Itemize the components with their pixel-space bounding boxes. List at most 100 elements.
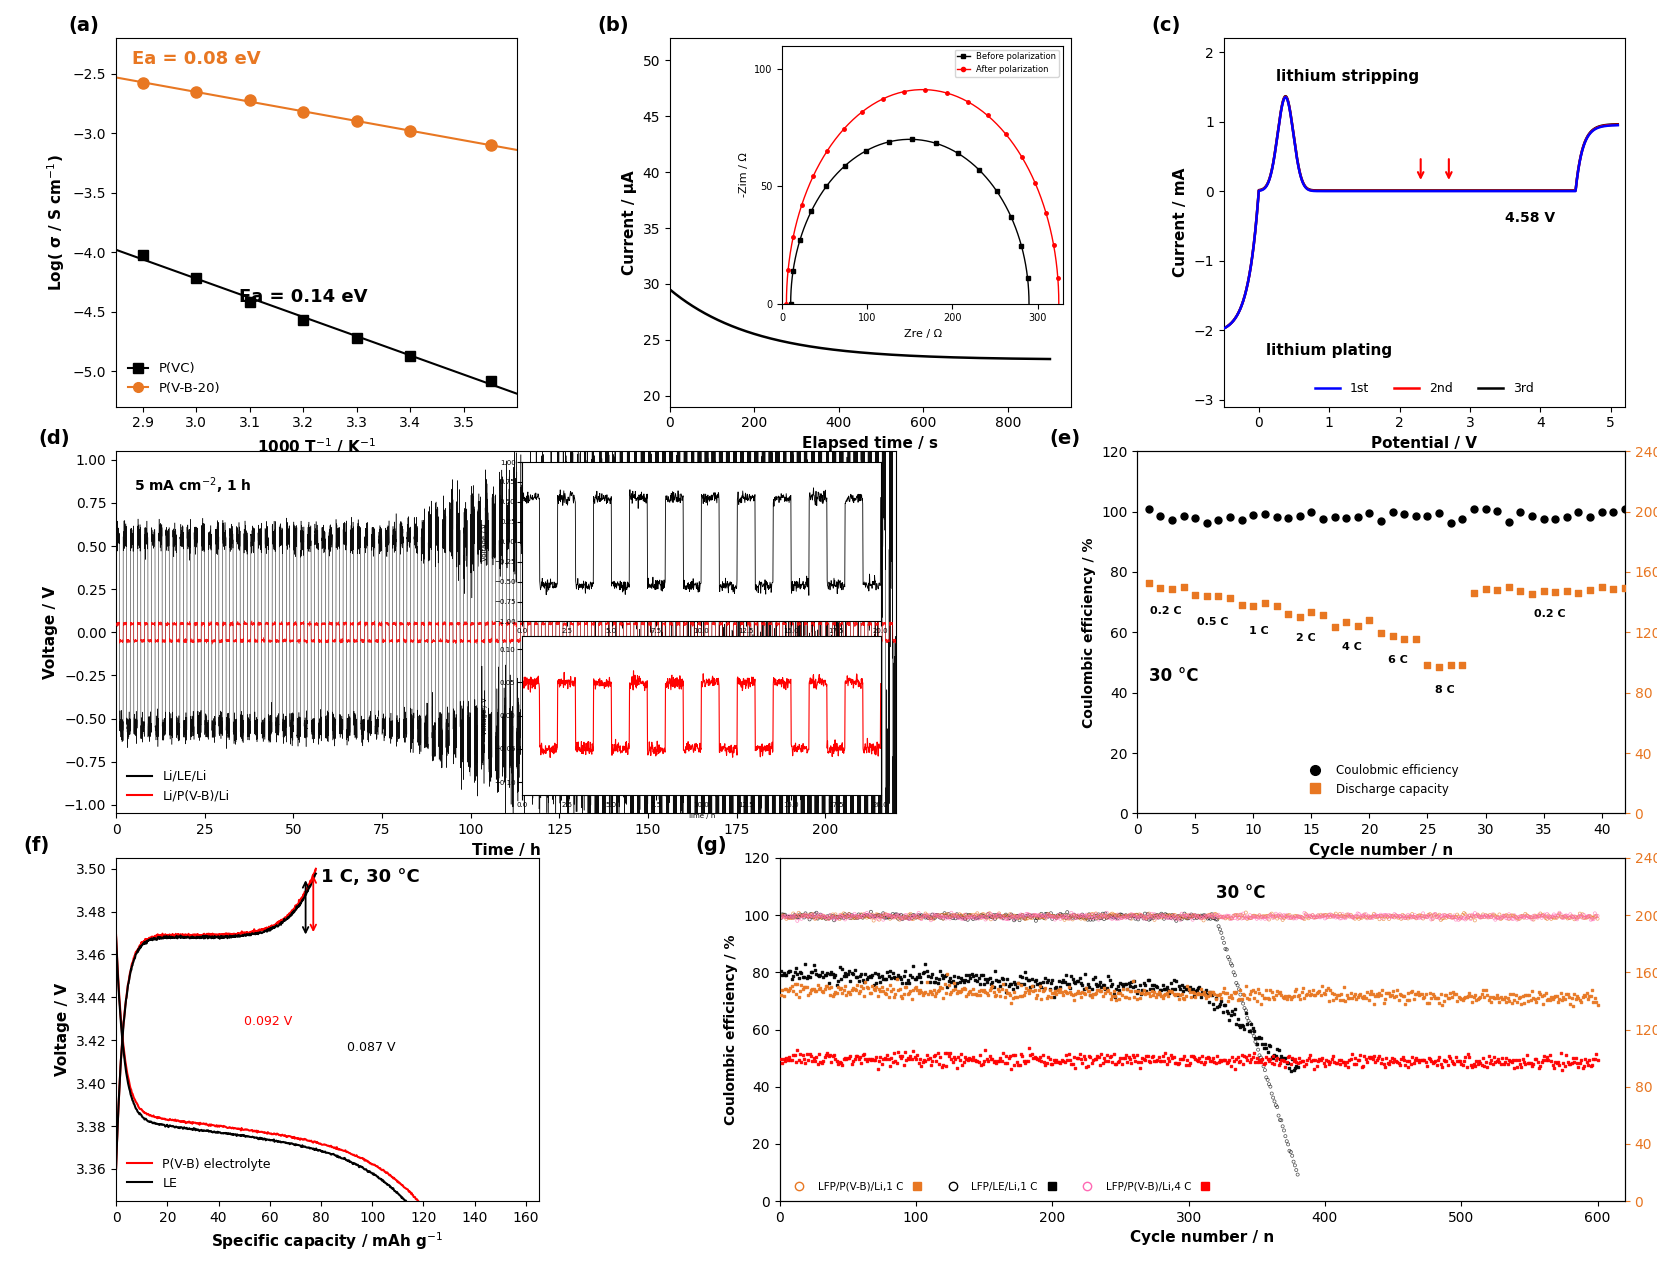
Point [787,905,814,925]
Point [1246,1028,1273,1049]
Point [832,906,858,927]
Point [872,1049,898,1069]
Point [941,976,968,996]
Point [1213,939,1239,960]
Point [1130,909,1157,929]
Point [911,982,938,1003]
Point [860,1050,886,1070]
Point [782,905,809,925]
Point [833,982,860,1003]
Point [1160,970,1186,990]
Point [882,1051,908,1071]
Point [883,969,910,989]
Point [1287,907,1314,928]
Point [964,967,991,988]
Point [1162,907,1188,928]
Point [817,905,843,925]
Point [1047,907,1074,928]
Point [1266,904,1292,924]
Point [969,1054,996,1074]
Point [1486,909,1513,929]
Point [895,972,921,993]
Point [1188,907,1215,928]
Point [1354,907,1380,928]
Point [769,906,795,927]
Point [1123,906,1150,927]
Point [1415,904,1442,924]
Point [1448,655,1475,675]
Point [824,975,850,995]
Point [771,905,797,925]
Point [1564,1056,1591,1077]
Point [1196,1051,1223,1071]
Point [890,906,916,927]
Point [1316,990,1342,1010]
Point [986,905,1012,925]
Point [928,1057,954,1078]
Point [848,1045,875,1065]
Point [843,1046,870,1066]
Point [963,965,989,985]
Point [893,984,920,1004]
Point [948,906,974,927]
Point [800,907,827,928]
Point [837,906,863,927]
Point [940,905,966,925]
Point [905,963,931,984]
Point [1362,984,1389,1004]
Point [1581,904,1607,924]
Point [999,906,1026,927]
Point [1551,1056,1577,1077]
Point [1284,906,1311,927]
Point [893,970,920,990]
Point [1243,1035,1269,1055]
Point [1180,905,1206,925]
Point [1117,904,1143,924]
Point [787,904,814,924]
Point [1158,909,1185,929]
Point [1264,905,1291,925]
Point [1178,905,1205,925]
Point [1455,984,1481,1004]
Point [1147,905,1173,925]
Point [1291,1055,1317,1075]
Point [953,965,979,985]
Point [1178,905,1205,925]
Point [1519,1054,1546,1074]
Point [819,965,845,985]
Point [812,909,838,929]
Point [1556,994,1582,1014]
Point [1200,984,1226,1004]
Point [888,974,915,994]
Point [1495,990,1521,1010]
Point [1019,981,1046,1002]
Point [868,906,895,927]
Point [1072,909,1099,929]
Point [933,906,959,927]
Point [1163,906,1190,927]
Point [1248,1049,1274,1069]
Point [1263,906,1289,927]
Point [1360,1046,1387,1066]
Point [1327,906,1354,927]
Point [1109,905,1135,925]
Point [1317,982,1344,1003]
Point [1342,989,1369,1009]
Point [1369,909,1395,929]
Point [845,1049,872,1069]
Point [1011,1052,1037,1073]
Point [956,969,983,989]
Point [1225,1016,1251,1036]
Point [1425,909,1452,929]
Point [1001,1055,1027,1075]
Point [1080,907,1107,928]
Point [958,1050,984,1070]
Point [971,982,998,1003]
Point [777,1050,804,1070]
Point [847,906,873,927]
Point [802,960,828,980]
Point [1402,984,1428,1004]
Point [779,907,805,928]
Point [1301,907,1327,928]
Point [1345,907,1372,928]
